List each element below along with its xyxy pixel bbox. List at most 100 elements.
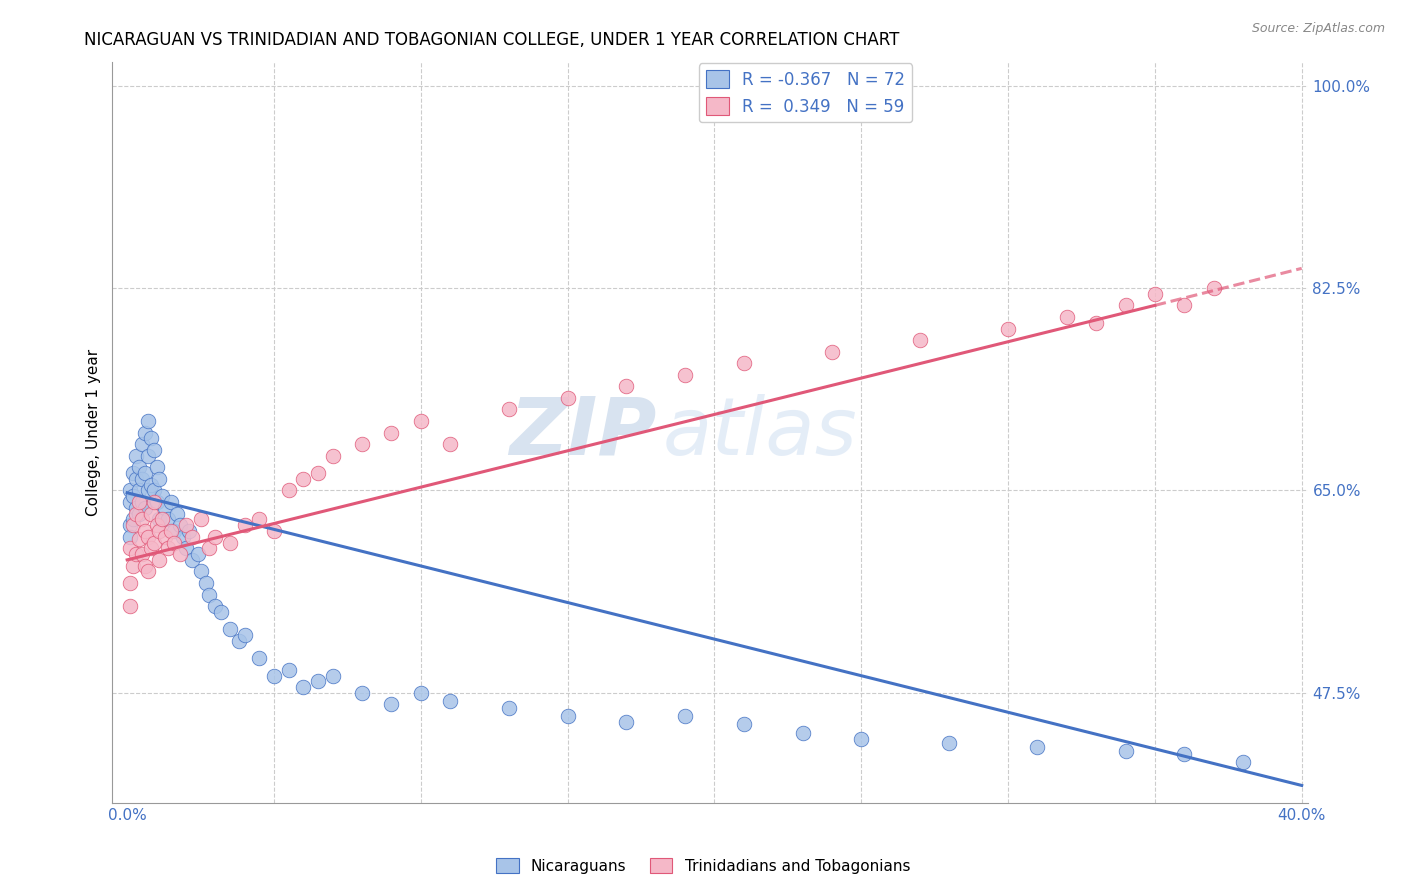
- Point: [557, 391, 579, 405]
- Point: [190, 565, 212, 579]
- Point: [120, 518, 142, 533]
- Point: [380, 698, 402, 712]
- Point: [174, 518, 197, 533]
- Point: [1026, 740, 1049, 755]
- Point: [307, 466, 329, 480]
- Text: Source: ZipAtlas.com: Source: ZipAtlas.com: [1251, 22, 1385, 36]
- Point: [352, 686, 374, 700]
- Point: [409, 686, 432, 700]
- Point: [128, 495, 150, 509]
- Point: [134, 425, 156, 440]
- Point: [292, 472, 315, 486]
- Point: [131, 547, 153, 561]
- Point: [204, 599, 226, 614]
- Point: [792, 726, 814, 740]
- Point: [198, 588, 221, 602]
- Point: [131, 472, 153, 486]
- Point: [177, 524, 200, 538]
- Point: [908, 333, 931, 347]
- Point: [380, 425, 402, 440]
- Point: [131, 437, 153, 451]
- Point: [1173, 298, 1195, 312]
- Point: [247, 512, 270, 526]
- Point: [139, 431, 162, 445]
- Point: [263, 668, 285, 682]
- Point: [120, 495, 142, 509]
- Point: [614, 379, 637, 393]
- Point: [157, 541, 180, 556]
- Point: [169, 547, 191, 561]
- Text: NICARAGUAN VS TRINIDADIAN AND TOBAGONIAN COLLEGE, UNDER 1 YEAR CORRELATION CHART: NICARAGUAN VS TRINIDADIAN AND TOBAGONIAN…: [84, 31, 900, 49]
- Point: [128, 532, 150, 546]
- Point: [157, 512, 180, 526]
- Point: [125, 449, 148, 463]
- Point: [498, 701, 520, 715]
- Point: [195, 576, 218, 591]
- Point: [821, 344, 844, 359]
- Point: [1202, 281, 1225, 295]
- Point: [145, 518, 167, 533]
- Point: [163, 535, 186, 549]
- Point: [145, 460, 167, 475]
- Point: [136, 414, 159, 428]
- Point: [1056, 310, 1078, 324]
- Legend: R = -0.367   N = 72, R =  0.349   N = 59: R = -0.367 N = 72, R = 0.349 N = 59: [699, 63, 912, 122]
- Point: [439, 694, 461, 708]
- Point: [614, 714, 637, 729]
- Point: [673, 709, 696, 723]
- Point: [142, 535, 165, 549]
- Point: [1232, 756, 1254, 770]
- Point: [172, 530, 194, 544]
- Point: [134, 524, 156, 538]
- Point: [131, 495, 153, 509]
- Point: [148, 553, 170, 567]
- Point: [142, 442, 165, 457]
- Point: [498, 402, 520, 417]
- Point: [131, 512, 153, 526]
- Point: [160, 524, 183, 538]
- Point: [1115, 298, 1137, 312]
- Point: [997, 321, 1019, 335]
- Point: [152, 512, 174, 526]
- Point: [233, 628, 256, 642]
- Point: [439, 437, 461, 451]
- Point: [120, 541, 142, 556]
- Point: [120, 599, 142, 614]
- Point: [120, 530, 142, 544]
- Point: [142, 495, 165, 509]
- Point: [277, 663, 299, 677]
- Point: [851, 732, 873, 747]
- Point: [122, 466, 145, 480]
- Point: [139, 477, 162, 491]
- Point: [733, 356, 755, 370]
- Point: [673, 368, 696, 382]
- Point: [190, 512, 212, 526]
- Point: [174, 541, 197, 556]
- Point: [1085, 316, 1108, 330]
- Point: [155, 530, 177, 544]
- Point: [128, 460, 150, 475]
- Point: [322, 668, 344, 682]
- Point: [166, 507, 188, 521]
- Point: [155, 500, 177, 515]
- Point: [307, 674, 329, 689]
- Point: [292, 680, 315, 694]
- Point: [125, 547, 148, 561]
- Point: [557, 709, 579, 723]
- Point: [120, 576, 142, 591]
- Point: [352, 437, 374, 451]
- Point: [128, 507, 150, 521]
- Point: [187, 547, 209, 561]
- Point: [180, 530, 202, 544]
- Point: [219, 535, 242, 549]
- Point: [120, 483, 142, 498]
- Point: [152, 489, 174, 503]
- Point: [122, 489, 145, 503]
- Legend: Nicaraguans, Trinidadians and Tobagonians: Nicaraguans, Trinidadians and Tobagonian…: [489, 852, 917, 880]
- Point: [122, 512, 145, 526]
- Point: [134, 558, 156, 573]
- Point: [125, 507, 148, 521]
- Point: [136, 530, 159, 544]
- Text: atlas: atlas: [662, 393, 858, 472]
- Point: [1143, 286, 1166, 301]
